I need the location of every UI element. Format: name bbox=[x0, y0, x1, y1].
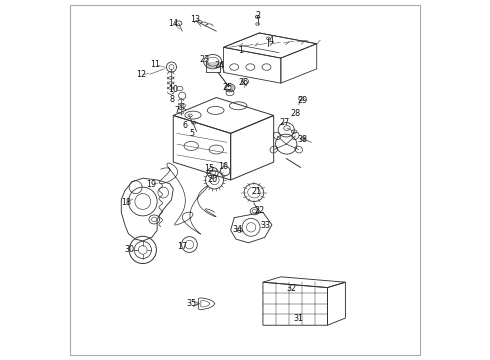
Text: 19: 19 bbox=[146, 180, 156, 189]
Text: 26: 26 bbox=[239, 78, 249, 87]
Text: 22: 22 bbox=[254, 206, 265, 215]
Text: 32: 32 bbox=[287, 284, 296, 293]
Text: 11: 11 bbox=[150, 60, 160, 69]
Text: 25: 25 bbox=[222, 83, 232, 92]
Text: 18: 18 bbox=[121, 198, 131, 207]
Text: 23: 23 bbox=[199, 55, 209, 64]
Text: 13: 13 bbox=[190, 15, 200, 24]
Text: 14: 14 bbox=[168, 19, 178, 28]
Text: 4: 4 bbox=[269, 36, 273, 45]
Text: 1: 1 bbox=[238, 46, 243, 55]
Text: 2: 2 bbox=[255, 10, 260, 19]
Text: 16: 16 bbox=[218, 162, 228, 171]
Text: 15: 15 bbox=[204, 164, 215, 173]
Text: 38: 38 bbox=[298, 135, 308, 144]
Text: 30: 30 bbox=[124, 245, 135, 254]
Text: 27: 27 bbox=[279, 118, 290, 127]
Text: 29: 29 bbox=[297, 95, 308, 104]
Text: 20: 20 bbox=[208, 175, 218, 184]
Text: 7: 7 bbox=[174, 106, 179, 115]
Text: 21: 21 bbox=[251, 187, 261, 196]
Text: 17: 17 bbox=[177, 242, 188, 251]
Text: 10: 10 bbox=[169, 85, 179, 94]
Text: 34: 34 bbox=[233, 225, 243, 234]
Text: 31: 31 bbox=[294, 314, 304, 323]
Text: 35: 35 bbox=[187, 299, 197, 308]
Text: 28: 28 bbox=[291, 109, 301, 118]
Text: 5: 5 bbox=[189, 129, 194, 138]
Text: 24: 24 bbox=[215, 62, 225, 71]
Text: 12: 12 bbox=[136, 71, 146, 80]
Text: 33: 33 bbox=[261, 221, 270, 230]
Text: 6: 6 bbox=[183, 121, 188, 130]
Text: 8: 8 bbox=[170, 95, 174, 104]
